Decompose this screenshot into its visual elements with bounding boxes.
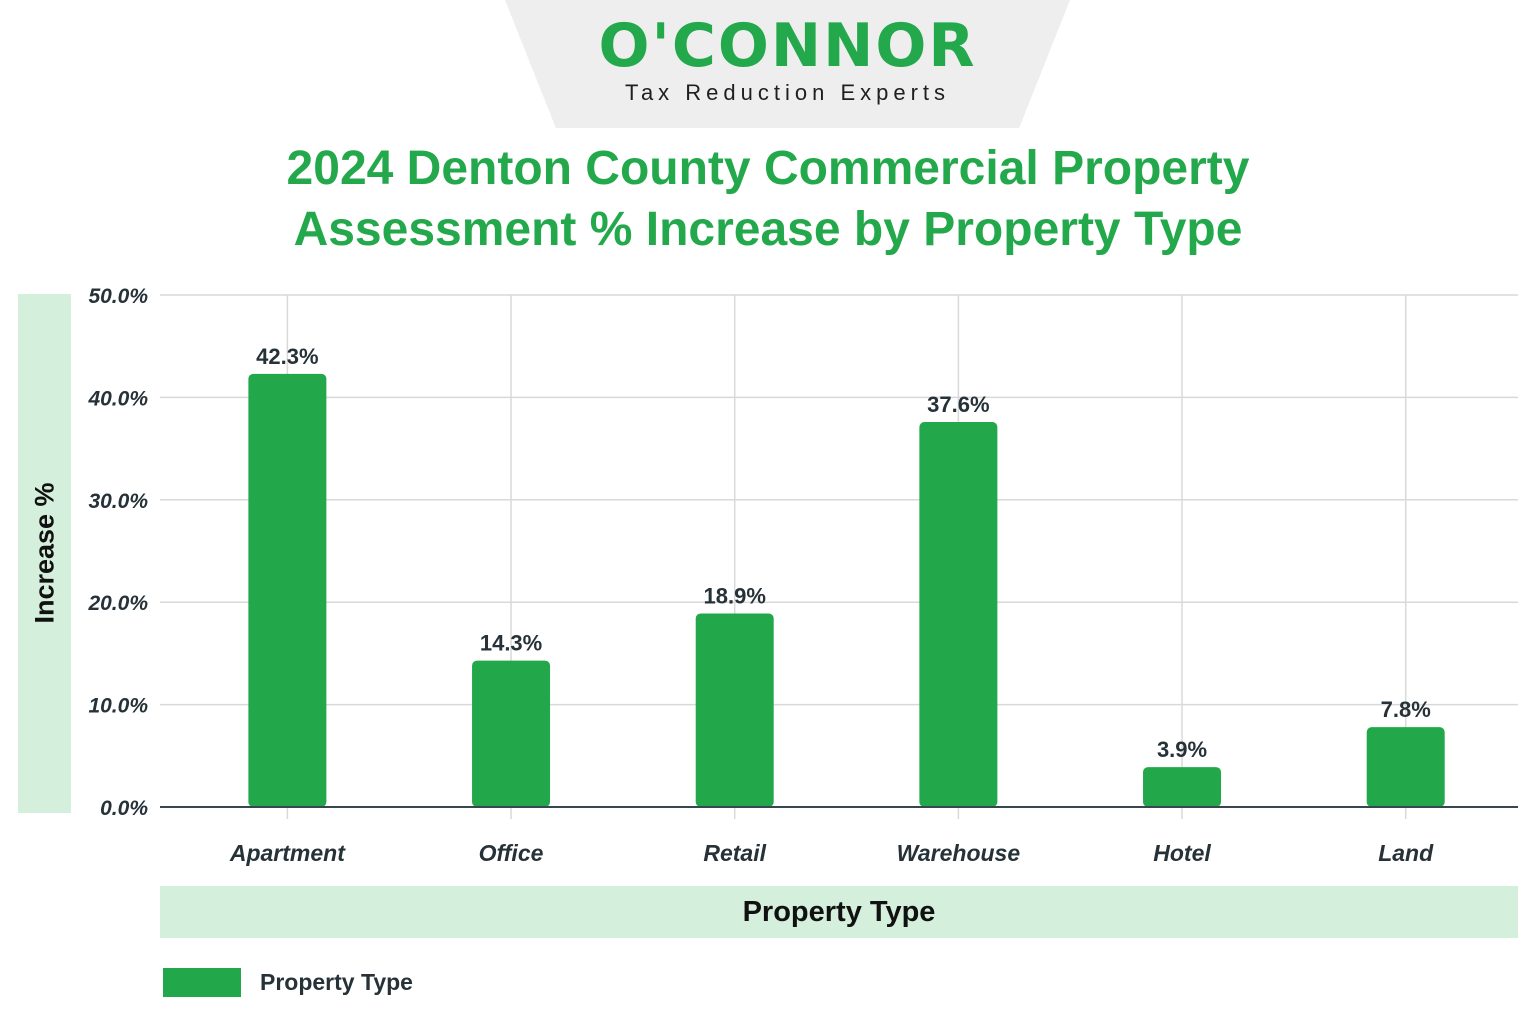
bar: [695, 613, 774, 807]
bar: [472, 660, 551, 807]
x-tick-label: Land: [1378, 840, 1434, 866]
bar: [248, 373, 327, 807]
logo-background: [505, 0, 1070, 128]
bar: [1143, 767, 1222, 807]
x-axis-title: Property Type: [160, 886, 1518, 938]
x-tick-label: Apartment: [229, 840, 346, 866]
x-tick-label: Office: [479, 840, 544, 866]
data-label: 37.6%: [927, 392, 989, 417]
x-tick-label: Retail: [703, 840, 766, 866]
legend-swatch: [163, 968, 241, 997]
y-tick-label: 50.0%: [88, 285, 148, 308]
legend-label: Property Type: [260, 969, 413, 995]
data-label: 3.9%: [1157, 737, 1207, 762]
y-tick-label: 20.0%: [87, 592, 148, 615]
data-label: 14.3%: [480, 631, 542, 656]
y-tick-label: 30.0%: [88, 490, 148, 513]
bar: [919, 421, 998, 807]
data-label: 18.9%: [704, 583, 766, 608]
y-tick-label: 40.0%: [87, 387, 148, 410]
y-tick-label: 10.0%: [88, 695, 148, 718]
bar: [1366, 727, 1445, 807]
data-label: 7.8%: [1381, 697, 1431, 722]
brand-logo: O'CONNOR: [598, 11, 977, 81]
x-tick-label: Hotel: [1153, 840, 1211, 866]
y-tick-label: 0.0%: [100, 797, 148, 820]
chart-title: 2024 Denton County Commercial Property A…: [286, 142, 1250, 256]
x-tick-label: Warehouse: [897, 840, 1021, 866]
brand-tagline: Tax Reduction Experts: [624, 80, 951, 105]
y-axis-title-band: [18, 294, 71, 813]
data-label: 42.3%: [256, 344, 318, 369]
